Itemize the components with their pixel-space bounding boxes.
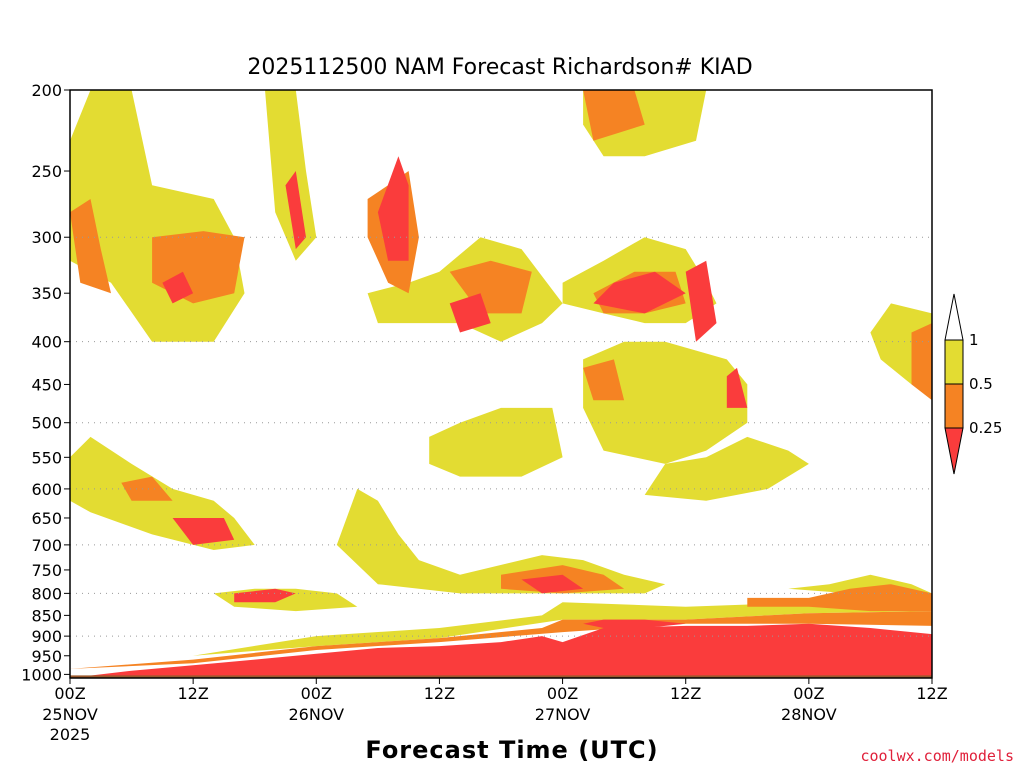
y-tick-label-350: 350 <box>31 284 62 303</box>
x-tick-date-4: 27NOV <box>535 705 591 724</box>
y-tick-label-850: 850 <box>31 606 62 625</box>
region-025-05-10 <box>911 323 932 401</box>
x-axis-label: Forecast Time (UTC) <box>365 736 658 764</box>
plot-area: 200 250 300 350 400 450 500 550 600 650 700 750 800 8… <box>21 81 947 744</box>
colorbar-bin-05-1 <box>944 339 964 385</box>
y-axis: 200 250 300 350 400 450 500 550 600 650 700 750 800 8… <box>21 81 70 684</box>
region-lt_025-1 <box>583 619 686 628</box>
x-tick-year-0: 2025 <box>50 725 91 744</box>
x-tick-label-4: 00Z <box>547 684 578 703</box>
x-tick-date-6: 28NOV <box>781 705 837 724</box>
x-tick-label-5: 12Z <box>670 684 701 703</box>
y-tick-label-700: 700 <box>31 536 62 555</box>
region-lt_025-3 <box>172 518 235 545</box>
region-lt_025-11 <box>234 588 296 603</box>
y-tick-label-900: 900 <box>31 627 62 646</box>
colorbar-label-1: 0.5 <box>969 375 993 393</box>
region-025-05-0 <box>70 611 932 669</box>
x-tick-label-6: 00Z <box>793 684 824 703</box>
y-tick-label-600: 600 <box>31 480 62 499</box>
y-tick-label-450: 450 <box>31 375 62 394</box>
colorbar-label-2: 0.25 <box>969 419 1002 437</box>
credit-link[interactable]: coolwx.com/models <box>860 747 1014 765</box>
x-tick-date-0: 25NOV <box>42 705 98 724</box>
region-05-1-5 <box>429 407 563 477</box>
colorbar-bin-025-05 <box>944 383 964 429</box>
region-05-1-9 <box>583 341 748 464</box>
region-lt_025-2 <box>162 271 194 304</box>
colorbar: 1 0.5 0.25 <box>944 293 1002 475</box>
region-lt_025-10 <box>685 260 717 342</box>
x-tick-date-2: 26NOV <box>288 705 344 724</box>
region-05-1-3 <box>265 90 317 261</box>
region-lt_025-8 <box>593 271 686 314</box>
region-05-1-10 <box>644 436 809 501</box>
y-tick-label-1000: 1000 <box>21 665 62 684</box>
y-tick-label-200: 200 <box>31 81 62 100</box>
y-tick-label-500: 500 <box>31 414 62 433</box>
region-lt_025-6 <box>449 293 491 333</box>
colorbar-under-arrow <box>944 427 964 475</box>
region-lt_025-4 <box>285 171 306 250</box>
region-025-05-5 <box>449 260 532 314</box>
y-tick-label-950: 950 <box>31 647 62 666</box>
region-025-05-1 <box>70 199 111 294</box>
y-tick-label-400: 400 <box>31 333 62 352</box>
region-025-05-9 <box>583 359 625 401</box>
colorbar-label-0: 1 <box>969 331 979 349</box>
x-tick-label-7: 12Z <box>916 684 947 703</box>
x-tick-label-0: 00Z <box>54 684 85 703</box>
richardson-field <box>70 90 932 678</box>
y-tick-label-650: 650 <box>31 509 62 528</box>
y-tick-label-300: 300 <box>31 228 62 247</box>
y-tick-label-750: 750 <box>31 561 62 580</box>
y-tick-label-250: 250 <box>31 162 62 181</box>
region-05-1-0 <box>193 597 932 656</box>
x-tick-label-3: 12Z <box>424 684 455 703</box>
region-lt_025-0 <box>70 623 932 678</box>
region-025-05-11 <box>747 584 932 612</box>
region-025-05-7 <box>583 90 645 141</box>
x-tick-label-2: 00Z <box>301 684 332 703</box>
region-lt_025-9 <box>726 367 748 408</box>
ground-shading <box>70 675 932 678</box>
chart-title: 2025112500 NAM Forecast Richardson# KIAD <box>247 55 752 80</box>
y-tick-label-800: 800 <box>31 584 62 603</box>
region-lt_025-7 <box>521 574 584 594</box>
x-tick-label-1: 12Z <box>177 684 208 703</box>
region-lt_025-5 <box>377 156 409 261</box>
y-tick-label-550: 550 <box>31 448 62 467</box>
region-05-1-6 <box>336 488 666 594</box>
region-025-05-3 <box>121 476 173 501</box>
